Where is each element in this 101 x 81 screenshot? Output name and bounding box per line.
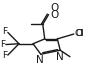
Text: N: N (56, 52, 64, 62)
Text: F: F (2, 27, 7, 36)
Text: O: O (50, 3, 59, 13)
Text: N: N (36, 55, 44, 66)
Text: Cl: Cl (75, 29, 84, 38)
Text: Cl: Cl (75, 29, 84, 38)
Text: F: F (2, 51, 7, 60)
Text: F: F (0, 40, 5, 49)
Text: O: O (50, 10, 59, 20)
